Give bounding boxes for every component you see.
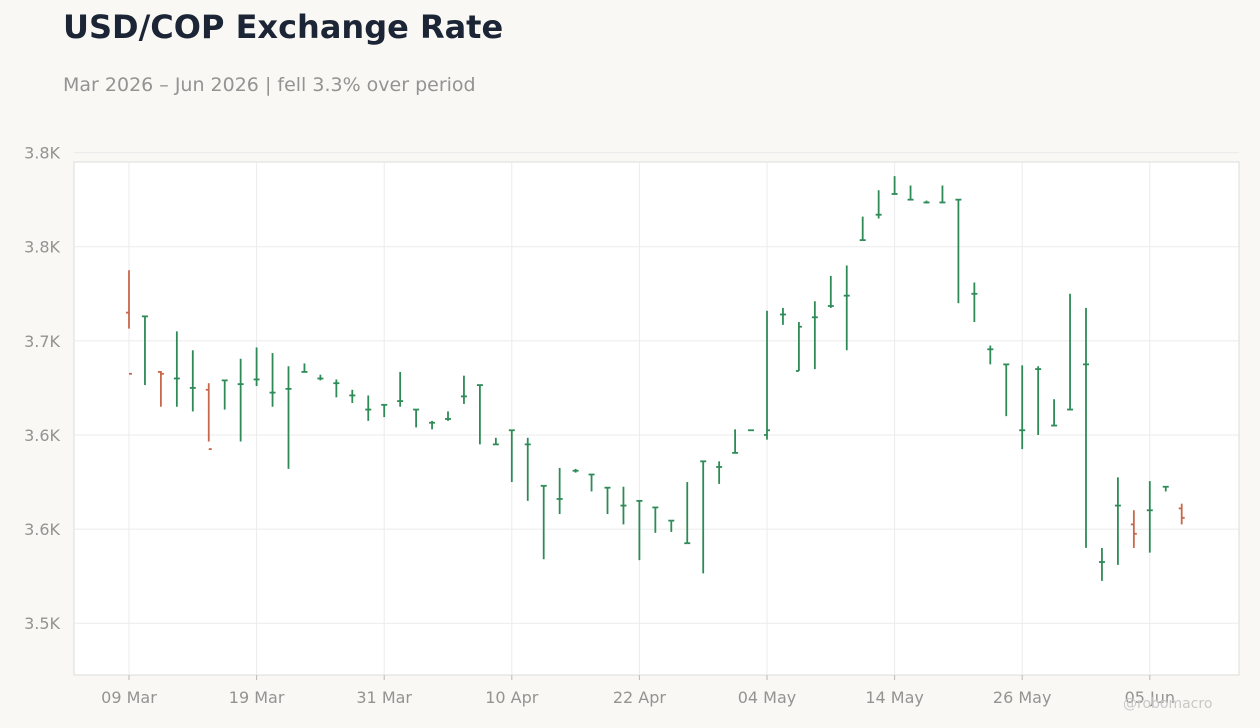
x-tick-label: 04 May	[738, 688, 797, 707]
ohlc-bar	[556, 467, 563, 515]
ohlc-bar	[923, 200, 930, 204]
ohlc-bar	[317, 374, 324, 381]
ohlc-bar	[205, 383, 212, 450]
ohlc-bar	[764, 310, 770, 440]
ohlc-bar	[987, 345, 994, 365]
ohlc-bar	[333, 379, 340, 398]
ohlc-bar	[413, 408, 420, 428]
ohlc-bar	[141, 315, 148, 386]
ohlc-bar	[1051, 399, 1058, 427]
ohlc-bar	[1130, 510, 1137, 548]
ohlc-bar	[460, 375, 467, 404]
ohlc-bar	[971, 282, 978, 323]
x-tick-label: 26 May	[993, 688, 1052, 707]
ohlc-bar	[811, 301, 818, 370]
plot-area	[73, 161, 1240, 676]
ohlc-bar	[429, 420, 436, 430]
ohlc-bar	[907, 185, 914, 201]
x-tick-label: 10 Apr	[485, 688, 539, 707]
page-subtitle: Mar 2026 – Jun 2026 | fell 3.3% over per…	[63, 74, 476, 96]
ohlc-bar	[652, 506, 659, 533]
ohlc-bar	[636, 499, 643, 561]
ohlc-bar	[1146, 481, 1153, 553]
ohlc-bar	[301, 363, 308, 373]
ohlc-bar	[492, 437, 499, 446]
x-tick-label: 14 May	[865, 688, 924, 707]
ohlc-bar	[732, 429, 739, 454]
ohlc-bar	[365, 395, 372, 421]
ohlc-bar	[604, 486, 611, 515]
ohlc-bar	[875, 190, 882, 219]
y-tick-label: 3.7K	[24, 332, 60, 351]
ohlc-bar	[668, 519, 675, 532]
ohlc-bar	[269, 353, 276, 407]
ohlc-bar	[843, 265, 850, 351]
y-tick-label: 3.8K	[24, 238, 60, 257]
ohlc-bar	[349, 389, 356, 403]
ohlc-bar	[189, 350, 196, 412]
ohlc-bar	[397, 371, 404, 407]
ohlc-bar	[253, 347, 260, 387]
ohlc-bar	[716, 461, 723, 484]
ohlc-bar	[237, 358, 244, 442]
ohlc-bar	[684, 482, 691, 545]
ohlc-bar	[173, 331, 180, 407]
ohlc-bar	[126, 270, 132, 375]
ohlc-bars	[126, 176, 1185, 581]
ohlc-bar	[779, 307, 786, 325]
ohlc-bar	[1114, 477, 1121, 565]
ohlc-bar	[1178, 503, 1185, 525]
ohlc-bar	[1067, 293, 1074, 411]
ohlc-bar	[620, 486, 627, 525]
ohlc-bar	[157, 370, 164, 407]
ohlc-bar	[1098, 547, 1105, 581]
x-axis: 09 Mar 19 Mar 31 Mar 10 Apr 22 Apr 04 May 14 M…	[101, 675, 1175, 707]
ohlc-bar	[285, 366, 292, 469]
ohlc-bar	[795, 322, 802, 372]
ohlc-bar	[955, 198, 962, 304]
ohlc-bar	[891, 176, 898, 195]
watermark: @robomacro	[1123, 696, 1213, 712]
page-title: USD/COP Exchange Rate	[63, 8, 504, 46]
y-tick-label: 3.8K	[24, 144, 60, 163]
ohlc-bar	[700, 460, 707, 574]
y-tick-label: 3.5K	[24, 614, 60, 633]
ohlc-bar	[445, 411, 451, 421]
x-tick-label: 19 Mar	[229, 688, 285, 707]
ohlc-bar	[1162, 485, 1169, 492]
ohlc-bar	[524, 437, 531, 501]
ohlc-bar	[827, 275, 834, 308]
ohlc-bar	[859, 216, 866, 242]
ohlc-bar	[476, 384, 483, 445]
x-tick-label: 05 Jun	[1125, 688, 1175, 707]
ohlc-bar	[540, 484, 547, 560]
ohlc-bar	[588, 473, 595, 492]
y-tick-label: 3.6K	[24, 520, 60, 539]
ohlc-bar	[381, 403, 388, 418]
y-axis: 3.5K 3.6K 3.6K 3.7K 3.8K 3.8K	[24, 144, 60, 634]
x-tick-label: 31 Mar	[356, 688, 412, 707]
ohlc-bar	[1083, 307, 1089, 548]
ohlc-bar	[1019, 365, 1026, 450]
ohlc-bar	[1035, 366, 1042, 435]
x-tick-label: 09 Mar	[101, 688, 157, 707]
ohlc-bar	[572, 468, 579, 473]
y-tick-label: 3.6K	[24, 426, 60, 445]
ohlc-bar	[221, 379, 228, 410]
x-tick-label: 22 Apr	[613, 688, 667, 707]
ohlc-bar	[508, 429, 515, 483]
grid-lines	[74, 152, 1239, 675]
ohlc-bar	[939, 185, 946, 204]
ohlc-bar	[1003, 363, 1010, 417]
